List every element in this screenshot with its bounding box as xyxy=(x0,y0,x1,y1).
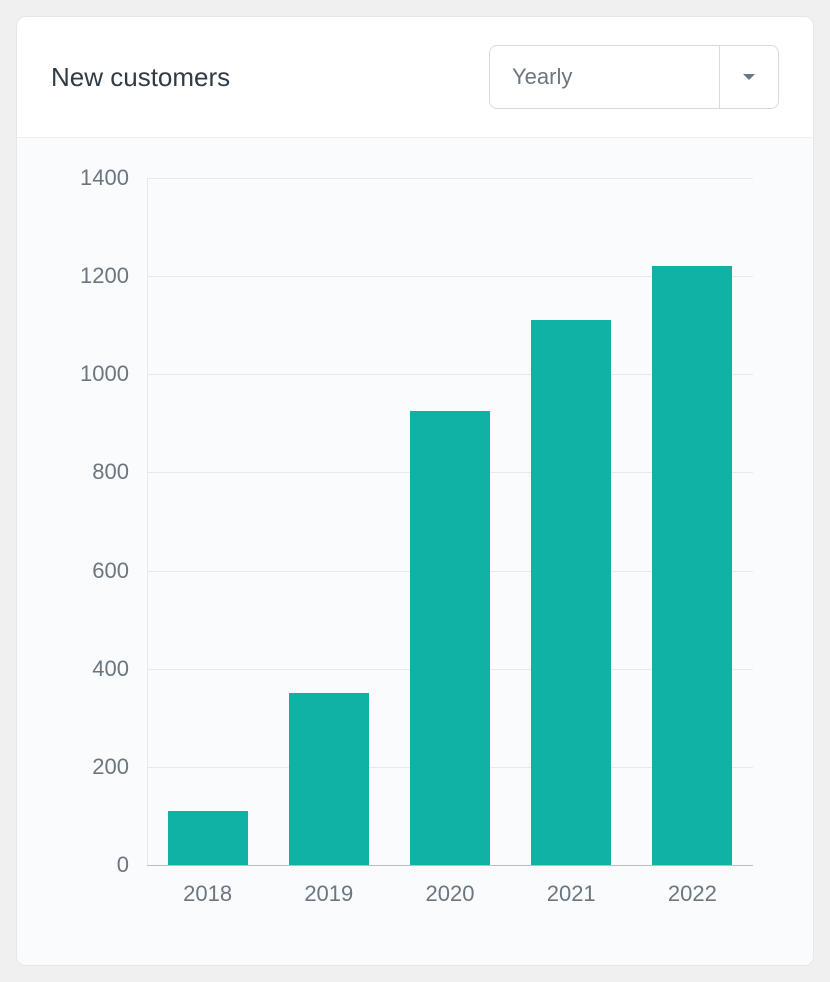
bar xyxy=(168,811,248,865)
bar-slot: 2021 xyxy=(511,178,632,865)
bar-slot: 2018 xyxy=(147,178,268,865)
x-tick-label: 2020 xyxy=(426,865,475,907)
period-select[interactable]: Yearly xyxy=(489,45,779,109)
y-tick-label: 1200 xyxy=(80,263,147,289)
bar-slot: 2020 xyxy=(389,178,510,865)
card-title: New customers xyxy=(51,62,230,93)
bar xyxy=(652,266,732,865)
new-customers-card: New customers Yearly 0200400600800100012… xyxy=(16,16,814,966)
y-tick-label: 200 xyxy=(92,754,147,780)
y-tick-label: 1400 xyxy=(80,165,147,191)
period-select-value[interactable]: Yearly xyxy=(489,45,719,109)
y-tick-label: 400 xyxy=(92,656,147,682)
y-tick-label: 800 xyxy=(92,459,147,485)
bar xyxy=(289,693,369,865)
bar-chart: 0200400600800100012001400201820192020202… xyxy=(57,168,773,925)
y-tick-label: 0 xyxy=(117,852,147,878)
x-tick-label: 2019 xyxy=(304,865,353,907)
card-header: New customers Yearly xyxy=(17,17,813,138)
bars-layer: 20182019202020212022 xyxy=(147,178,753,865)
x-tick-label: 2018 xyxy=(183,865,232,907)
bar-slot: 2022 xyxy=(632,178,753,865)
x-tick-label: 2021 xyxy=(547,865,596,907)
x-tick-label: 2022 xyxy=(668,865,717,907)
y-tick-label: 600 xyxy=(92,558,147,584)
bar xyxy=(531,320,611,865)
chevron-down-icon xyxy=(743,74,755,80)
bar-slot: 2019 xyxy=(268,178,389,865)
plot-area: 0200400600800100012001400201820192020202… xyxy=(147,178,753,865)
y-tick-label: 1000 xyxy=(80,361,147,387)
bar xyxy=(410,411,490,865)
card-body: 0200400600800100012001400201820192020202… xyxy=(17,138,813,965)
period-select-caret[interactable] xyxy=(719,45,779,109)
